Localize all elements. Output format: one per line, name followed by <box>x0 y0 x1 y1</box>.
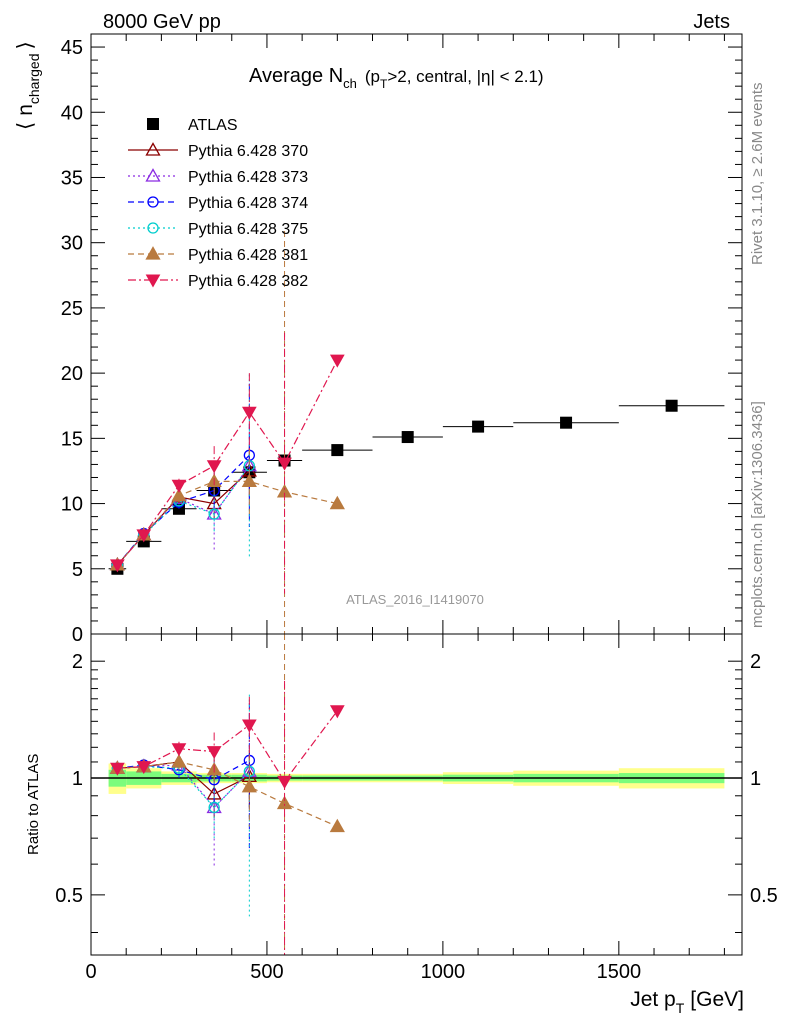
data-point <box>241 473 257 488</box>
ratio-point <box>136 761 152 775</box>
ratio-point <box>329 818 345 833</box>
series-line <box>116 465 250 566</box>
legend: ATLAS Pythia 6.428 370 Pythia 6.428 373 Pyt… <box>128 117 308 290</box>
mcplots-label: mcplots.cern.ch [arXiv:1306.3436] <box>749 401 766 628</box>
main-series-layer <box>108 230 725 634</box>
legend-item: Pythia 6.428 370 <box>128 142 308 160</box>
ratio-point <box>208 801 220 814</box>
svg-text:⟨ncharged⟩: ⟨ncharged⟩ <box>14 41 42 130</box>
legend-marker <box>145 142 161 156</box>
legend-marker <box>145 274 161 288</box>
ratio-point <box>171 754 187 768</box>
y-tick-label: 0 <box>72 624 83 646</box>
legend-label: Pythia 6.428 382 <box>188 273 308 290</box>
x-tick-label: 500 <box>250 961 283 983</box>
data-point <box>665 399 678 412</box>
plot-title: Average Nch (pT>2, central, |η| < 2.1) <box>249 65 544 91</box>
legend-label: Pythia 6.428 373 <box>188 169 308 186</box>
legend-label: Pythia 6.428 374 <box>188 195 308 212</box>
legend-marker <box>145 168 161 182</box>
data-point <box>136 529 152 543</box>
ratio-series-p382 <box>110 680 345 955</box>
series-p382 <box>110 332 345 594</box>
y-tick-label: 20 <box>61 363 83 385</box>
legend-marker <box>147 118 159 130</box>
y-tick-label: 15 <box>61 428 83 450</box>
legend-marker <box>147 196 159 208</box>
rivet-label: Rivet 3.1.10, ≥ 2.6M events <box>749 83 766 266</box>
legend-item: Pythia 6.428 374 <box>128 195 308 212</box>
legend-item: Pythia 6.428 381 <box>128 246 308 264</box>
legend-label: ATLAS <box>188 117 238 134</box>
ratio-point <box>110 762 125 776</box>
data-point <box>331 444 344 457</box>
legend-marker <box>147 222 159 234</box>
series-line <box>116 454 250 566</box>
y-tick-label: 0.5 <box>55 885 83 907</box>
main-y-label: ⟨ncharged⟩ <box>14 41 42 130</box>
ratio-series-layer <box>109 634 345 955</box>
ratio-plot-area <box>91 763 742 794</box>
plot-frame <box>90 633 743 956</box>
y-tick-label: 5 <box>72 559 83 581</box>
ratio-y-label: Ratio to ATLAS <box>25 754 42 855</box>
series-p381 <box>109 230 345 634</box>
data-point <box>206 460 222 474</box>
y-tick-label-right: 1 <box>750 768 761 790</box>
y-tick-label: 10 <box>61 494 83 516</box>
legend-label: Pythia 6.428 370 <box>188 143 308 160</box>
ratio-point <box>206 746 222 760</box>
x-tick-label: 1000 <box>421 961 466 983</box>
series-line <box>116 480 338 566</box>
series-p374 <box>111 383 256 571</box>
x-axis-label: Jet pT [GeV] <box>630 988 744 1016</box>
ratio-series-p373 <box>109 735 257 867</box>
y-tick-label: 2 <box>72 651 83 673</box>
y-tick-label: 25 <box>61 298 83 320</box>
ratio-point <box>171 743 187 757</box>
y-tick-label: 1 <box>72 768 83 790</box>
series-atlas <box>108 399 725 575</box>
ratio-point <box>241 778 257 793</box>
data-point <box>277 457 292 471</box>
legend-marker <box>145 246 161 260</box>
ratio-point <box>276 795 293 810</box>
data-point <box>329 354 345 368</box>
ratio-series-p375 <box>111 694 256 917</box>
analysis-watermark: ATLAS_2016_I1419070 <box>346 592 484 607</box>
data-point <box>110 559 125 573</box>
energy-label: 8000 GeV pp <box>103 11 221 33</box>
legend-item: Pythia 6.428 373 <box>128 168 308 186</box>
y-tick-label-right: 2 <box>750 651 761 673</box>
data-point <box>472 420 485 433</box>
y-tick-label-right: 0.5 <box>750 885 778 907</box>
series-line <box>116 359 338 566</box>
ratio-point <box>329 705 345 719</box>
data-point <box>329 495 345 510</box>
main-axes: 0 5 10 15 20 25 30 35 40 45 <box>61 33 743 646</box>
legend-label: Pythia 6.428 381 <box>188 247 308 264</box>
data-point <box>401 431 414 444</box>
x-tick-label: 1500 <box>597 961 642 983</box>
ratio-point <box>277 775 292 789</box>
y-tick-label: 45 <box>61 37 83 59</box>
x-tick-label: 0 <box>85 961 96 983</box>
series-line <box>116 470 250 566</box>
category-label: Jets <box>693 11 730 33</box>
data-point <box>208 508 220 520</box>
y-tick-label: 30 <box>61 233 83 255</box>
ratio-axes: 0.5 1 2 0.5 1 2 0 500 1000 1500 <box>55 633 778 983</box>
y-tick-label: 40 <box>61 102 83 124</box>
data-point <box>171 479 187 493</box>
legend-label: Pythia 6.428 375 <box>188 221 308 238</box>
legend-item: Pythia 6.428 382 <box>128 273 308 290</box>
y-tick-label: 35 <box>61 167 83 189</box>
data-point <box>560 416 573 429</box>
ratio-point <box>241 719 257 733</box>
data-point <box>171 487 187 502</box>
data-point <box>241 406 257 420</box>
legend-item: ATLAS <box>147 117 238 134</box>
legend-item: Pythia 6.428 375 <box>128 221 308 238</box>
